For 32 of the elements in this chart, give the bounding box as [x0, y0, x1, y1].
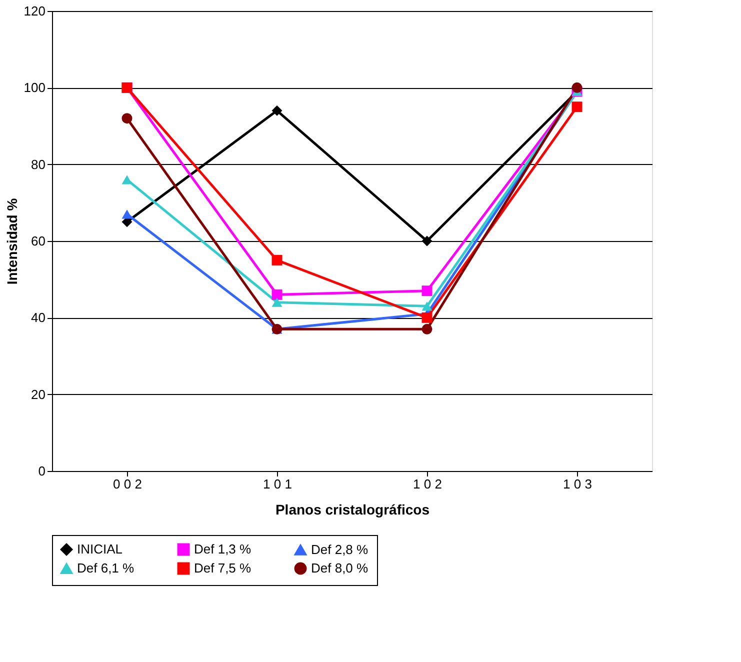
x-tick-label: 0 0 2 [113, 476, 142, 492]
point [272, 298, 282, 307]
point [272, 289, 282, 300]
legend-label: Def 1,3 % [194, 542, 252, 557]
y-tick-label: 40 [31, 310, 46, 326]
legend-label: Def 7,5 % [194, 560, 252, 576]
y-axis-title: Intensidad % [4, 198, 20, 285]
y-tick-label: 120 [24, 4, 46, 18]
y-tick-label: 60 [31, 234, 46, 248]
point [422, 286, 432, 296]
point [422, 324, 432, 334]
legend-label: Def 6,1 % [77, 560, 135, 576]
point [422, 302, 432, 311]
point [272, 254, 282, 266]
y-tick-label: 0 [38, 464, 46, 478]
point [122, 210, 132, 219]
x-tick-label: 1 0 3 [563, 476, 592, 492]
x-tick-label: 1 0 1 [263, 476, 292, 492]
point [422, 236, 432, 246]
x-tick-label: 1 0 2 [413, 476, 442, 492]
point [272, 105, 282, 116]
point [572, 82, 582, 93]
x-axis-title: Planos cristalográficos [275, 502, 430, 518]
legend-label: Def 2,8 % [311, 542, 369, 557]
point [572, 102, 582, 112]
y-tick-label: 80 [31, 156, 46, 172]
legend-label: Def 8,0 % [311, 560, 369, 576]
y-tick-label: 100 [24, 80, 46, 96]
point [122, 175, 132, 184]
y-tick-label: 20 [31, 386, 46, 402]
point [122, 113, 132, 124]
legend-label: INICIAL [77, 542, 123, 557]
